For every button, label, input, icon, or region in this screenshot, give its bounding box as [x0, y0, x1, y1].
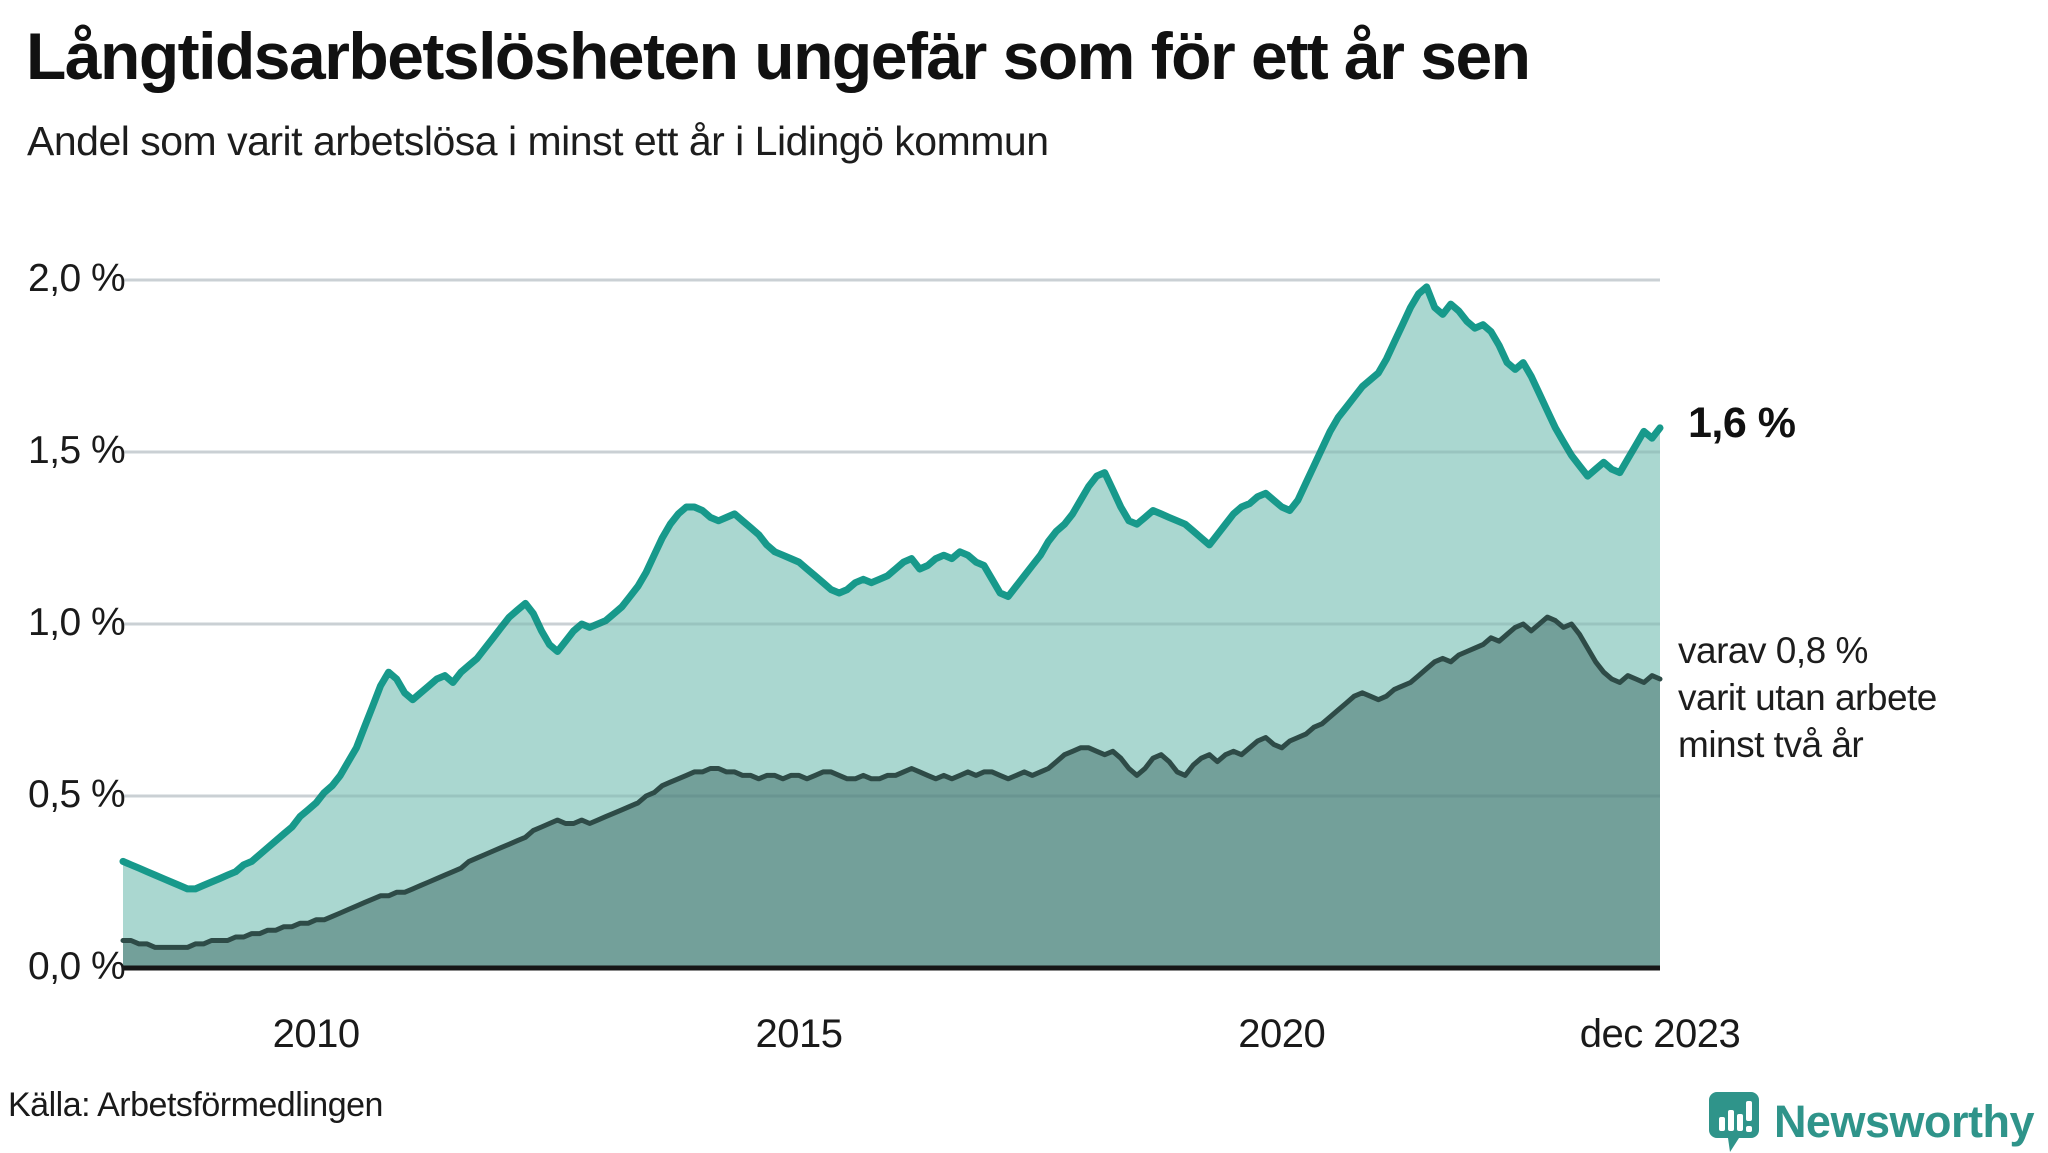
series2-annotation-label: varav 0,8 % varit utan arbete minst två … [1678, 627, 1937, 768]
series2-annotation-line3: minst två år [1678, 724, 1864, 766]
source-credit: Källa: Arbetsförmedlingen [8, 1086, 383, 1124]
y-tick-label: 1,0 % [28, 601, 126, 644]
newsworthy-bubble-chart-icon [1708, 1092, 1759, 1152]
series-area-2 [123, 617, 1660, 968]
newsworthy-logo: Newsworthy [1708, 1092, 2035, 1152]
series-line-1 [119, 283, 1664, 893]
page-title: Långtidsarbetslösheten ungefär som för e… [26, 19, 1531, 93]
series2-annotation-line2: varit utan arbete [1678, 677, 1937, 719]
x-tick-label: 2010 [272, 1012, 360, 1056]
y-tick-label: 0,0 % [28, 945, 126, 988]
x-tick-label: 2020 [1238, 1012, 1326, 1056]
page-subtitle: Andel som varit arbetslösa i minst ett å… [27, 118, 1049, 164]
x-tick-label: dec 2023 [1579, 1012, 1741, 1056]
x-tick-label: 2015 [755, 1012, 843, 1056]
y-tick-label: 0,5 % [28, 773, 126, 816]
series1-end-value-label: 1,6 % [1688, 398, 1796, 447]
series2-annotation-line1: varav 0,8 % [1678, 630, 1868, 672]
newsworthy-wordmark: Newsworthy [1773, 1096, 2035, 1147]
y-tick-label: 1,5 % [28, 429, 126, 472]
y-tick-label: 2,0 % [28, 257, 126, 300]
series-line-2 [120, 614, 1663, 950]
